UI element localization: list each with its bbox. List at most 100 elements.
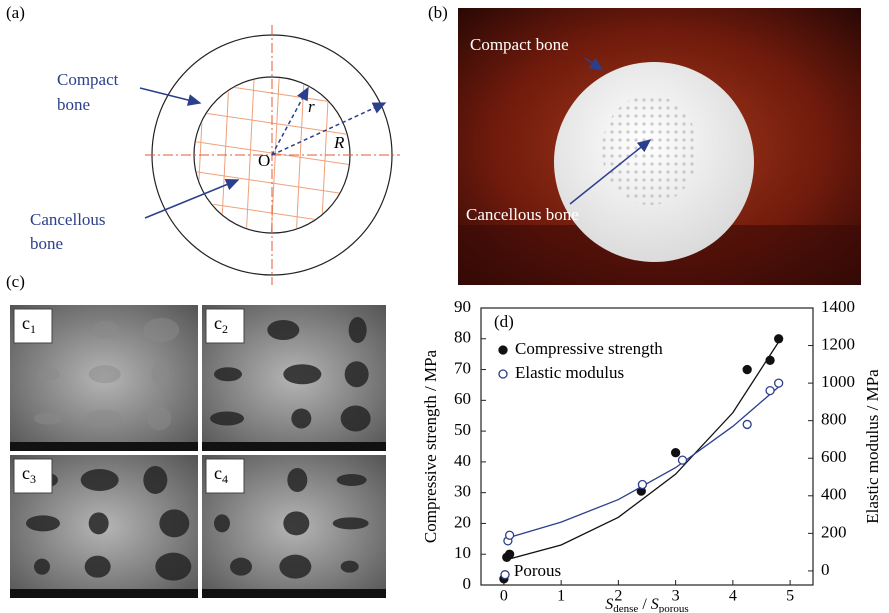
pore [341, 405, 371, 431]
arrow [145, 180, 238, 218]
y-tick-label: 70 [454, 358, 471, 377]
compact-label: bone [57, 95, 90, 114]
pore [287, 468, 307, 492]
sem-info-bar [202, 442, 386, 451]
x-axis-label-part: porous [659, 603, 689, 613]
y-tick-label: 40 [454, 451, 471, 470]
pore [230, 558, 252, 576]
pore [81, 469, 119, 491]
R-label: R [333, 133, 345, 152]
x-axis-label-part: S [651, 596, 659, 613]
pore [283, 364, 321, 384]
pore [143, 466, 167, 494]
y2-tick-label: 1200 [821, 334, 855, 353]
image-subscript: 2 [222, 322, 228, 336]
data-point [775, 379, 783, 387]
pore [85, 556, 111, 578]
data-point [775, 335, 783, 343]
y-tick-label: 80 [454, 328, 471, 347]
pore [267, 320, 299, 340]
legend-marker [499, 370, 507, 378]
y-tick-label: 60 [454, 389, 471, 408]
y2-axis-label: Elastic modulus / MPa [863, 369, 882, 524]
pore [279, 555, 311, 579]
image-letter: c [22, 463, 30, 483]
pore [291, 408, 311, 428]
compact-label: Compact bone [470, 35, 569, 54]
radius-R [272, 103, 385, 155]
sem-info-bar [10, 589, 198, 598]
data-point [766, 356, 774, 364]
panel-label: (d) [494, 312, 514, 331]
pore [143, 318, 179, 342]
figure-canvas: (a) O r R Compact bone Cancellous bone (… [0, 0, 889, 613]
pore [147, 406, 171, 430]
y2-tick-label: 1400 [821, 297, 855, 316]
x-axis-label-part: dense [613, 603, 638, 613]
y-tick-label: 0 [463, 574, 472, 593]
y-tick-label: 20 [454, 512, 471, 531]
pore [349, 317, 367, 343]
pore [333, 517, 369, 529]
cancellous-label: Cancellous [30, 210, 106, 229]
image-letter: c [214, 463, 222, 483]
image-letter: c [22, 313, 30, 333]
panel-label: (b) [428, 3, 448, 22]
y2-tick-label: 0 [821, 560, 830, 579]
arrow [140, 88, 200, 103]
image-subscript: 3 [30, 472, 36, 486]
panel-a: (a) O r R Compact bone Cancellous bone [6, 3, 420, 285]
cancellous-region [602, 95, 698, 205]
pore [89, 512, 109, 534]
pore [34, 412, 62, 424]
origin-label: O [258, 151, 270, 170]
y2-tick-label: 600 [821, 447, 847, 466]
panel-label: (a) [6, 3, 25, 22]
image-subscript: 4 [222, 472, 228, 486]
panel-label: (c) [6, 272, 25, 291]
data-point [678, 456, 686, 464]
pore [34, 559, 50, 575]
pore [93, 321, 119, 339]
pore [337, 474, 367, 486]
y2-tick-label: 400 [821, 485, 847, 504]
legend-label: Elastic modulus [515, 363, 624, 382]
legend-marker [499, 346, 507, 354]
pore [214, 367, 242, 381]
data-point [672, 449, 680, 457]
data-point [501, 571, 509, 579]
data-point [506, 550, 514, 558]
pore [345, 361, 369, 387]
x-axis-label-part: / [638, 596, 650, 613]
data-point [638, 481, 646, 489]
y-tick-label: 90 [454, 297, 471, 316]
figure: (a) O r R Compact bone Cancellous bone (… [0, 0, 889, 613]
pore [26, 515, 60, 531]
data-point [766, 387, 774, 395]
y-tick-label: 50 [454, 420, 471, 439]
panel-b: (b) Compact bone Cancellous bone [428, 3, 861, 285]
fit-curve [504, 387, 779, 539]
pore [283, 511, 309, 535]
y-axis-label: Compressive strength / MPa [421, 349, 440, 543]
y2-tick-label: 200 [821, 522, 847, 541]
compact-label: Compact [57, 70, 119, 89]
sem-info-bar [202, 589, 386, 598]
pore [85, 409, 123, 427]
r-label: r [308, 97, 315, 116]
y-tick-label: 10 [454, 543, 471, 562]
pore [210, 411, 244, 425]
pore [341, 561, 359, 573]
data-point [506, 531, 514, 539]
pore [38, 368, 60, 380]
sem-info-bar [10, 442, 198, 451]
cancellous-label: bone [30, 234, 63, 253]
image-letter: c [214, 313, 222, 333]
data-point [743, 366, 751, 374]
annotation: Porous [514, 561, 561, 580]
data-point [743, 420, 751, 428]
x-tick-label: 5 [786, 588, 794, 605]
y2-tick-label: 1000 [821, 372, 855, 391]
x-tick-label: 4 [729, 588, 737, 605]
